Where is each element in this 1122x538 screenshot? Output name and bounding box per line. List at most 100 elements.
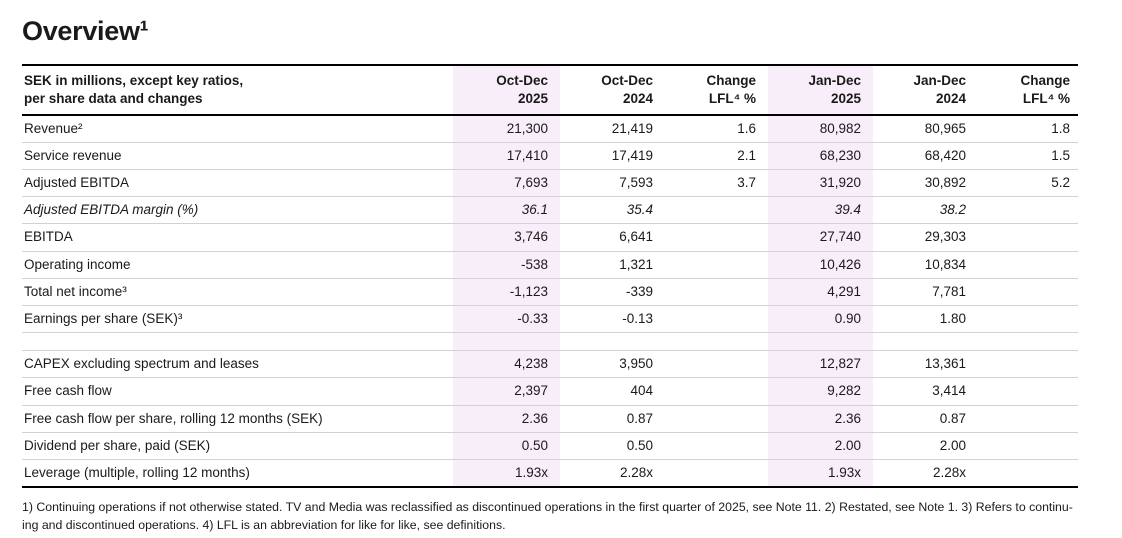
- cell-value: 21,419: [560, 114, 665, 143]
- table-row: Operating income -538 1,321 10,426 10,834: [22, 251, 1078, 279]
- cell-value: 3,746: [453, 223, 560, 252]
- cell-value: 2.1: [665, 142, 768, 171]
- footnote: 1) Continuing operations if not otherwis…: [22, 499, 1078, 535]
- cell-value: 1.93x: [768, 459, 873, 489]
- table-row: Dividend per share, paid (SEK) 0.50 0.50 2.…: [22, 432, 1078, 460]
- cell-value: 68,230: [768, 142, 873, 171]
- cell-value: 80,982: [768, 114, 873, 143]
- cell-value: 36.1: [453, 196, 560, 225]
- table-row: CAPEX excluding spectrum and leases 4,238…: [22, 350, 1078, 379]
- cell-value: 7,781: [873, 278, 978, 306]
- cell-value: 21,300: [453, 114, 560, 143]
- header-label-line2: per share data and changes: [24, 90, 203, 106]
- cell-value: [665, 251, 768, 279]
- cell-value: [978, 377, 1078, 406]
- cell-value: 4,291: [768, 278, 873, 306]
- cell-value: [978, 432, 1078, 460]
- cell-value: 2.36: [453, 405, 560, 433]
- cell-value: 13,361: [873, 350, 978, 379]
- cell-value: 1.6: [665, 114, 768, 143]
- table-row: Adjusted EBITDA 7,693 7,593 3.7 31,920 30,892…: [22, 169, 1078, 198]
- row-label: [22, 332, 453, 352]
- cell-value: 1.8: [978, 114, 1078, 143]
- cell-value: [665, 196, 768, 225]
- cell-value: 0.50: [560, 432, 665, 460]
- cell-value: 1,321: [560, 251, 665, 279]
- cell-value: 12,827: [768, 350, 873, 379]
- column-header-description: SEK in millions, except key ratios, per …: [22, 64, 453, 116]
- row-label: Leverage (multiple, rolling 12 months): [22, 459, 453, 489]
- cell-value: 35.4: [560, 196, 665, 225]
- cell-value: -339: [560, 278, 665, 306]
- cell-value: 7,593: [560, 169, 665, 198]
- cell-value: 1.5: [978, 142, 1078, 171]
- cell-value: [978, 278, 1078, 306]
- cell-value: 4,238: [453, 350, 560, 379]
- cell-value: 2.28x: [560, 459, 665, 489]
- cell-value: 7,693: [453, 169, 560, 198]
- table-row: Revenue² 21,300 21,419 1.6 80,982 80,965 1.8: [22, 114, 1078, 143]
- cell-value: 80,965: [873, 114, 978, 143]
- cell-value: [665, 432, 768, 460]
- page-title: Overview¹: [22, 16, 149, 46]
- column-header-oct-dec-2025: Oct-Dec 2025: [453, 64, 560, 116]
- cell-value: 3.7: [665, 169, 768, 198]
- cell-value: -538: [453, 251, 560, 279]
- table-header: SEK in millions, except key ratios, per …: [22, 64, 1078, 116]
- cell-value: 68,420: [873, 142, 978, 171]
- cell-value: 1.80: [873, 305, 978, 334]
- cell-value: [978, 332, 1078, 352]
- row-label: Adjusted EBITDA margin (%): [22, 196, 453, 225]
- cell-value: [978, 350, 1078, 379]
- cell-value: [665, 223, 768, 252]
- cell-value: 1.93x: [453, 459, 560, 489]
- table-row: Total net income³ -1,123 -339 4,291 7,781: [22, 278, 1078, 306]
- row-label: CAPEX excluding spectrum and leases: [22, 350, 453, 379]
- cell-value: [665, 377, 768, 406]
- spacer-row: [22, 332, 1078, 352]
- cell-value: 404: [560, 377, 665, 406]
- cell-value: -0.13: [560, 305, 665, 334]
- cell-value: 0.50: [453, 432, 560, 460]
- cell-value: [768, 332, 873, 352]
- cell-value: [665, 332, 768, 352]
- table-row: Free cash flow 2,397 404 9,282 3,414: [22, 377, 1078, 406]
- cell-value: [978, 459, 1078, 489]
- row-label: Free cash flow: [22, 377, 453, 406]
- cell-value: [665, 350, 768, 379]
- cell-value: 17,410: [453, 142, 560, 171]
- cell-value: [978, 196, 1078, 225]
- cell-value: [978, 251, 1078, 279]
- cell-value: -0.33: [453, 305, 560, 334]
- cell-value: 39.4: [768, 196, 873, 225]
- row-label: EBITDA: [22, 223, 453, 252]
- cell-value: 10,426: [768, 251, 873, 279]
- table-row: Free cash flow per share, rolling 12 mon…: [22, 405, 1078, 433]
- cell-value: 10,834: [873, 251, 978, 279]
- cell-value: 38.2: [873, 196, 978, 225]
- cell-value: [978, 305, 1078, 334]
- row-label: Adjusted EBITDA: [22, 169, 453, 198]
- cell-value: 6,641: [560, 223, 665, 252]
- cell-value: [978, 405, 1078, 433]
- table-row: Leverage (multiple, rolling 12 months) 1.…: [22, 459, 1078, 489]
- column-header-change-lfl-quarter: Change LFL⁴ %: [665, 64, 768, 116]
- cell-value: [873, 332, 978, 352]
- column-header-change-lfl-fullyear: Change LFL⁴ %: [978, 64, 1078, 116]
- cell-value: 5.2: [978, 169, 1078, 198]
- column-header-jan-dec-2025: Jan-Dec 2025: [768, 64, 873, 116]
- cell-value: [453, 332, 560, 352]
- footnote-line-2: ing and discontinued operations. 4) LFL …: [22, 517, 506, 532]
- row-label: Service revenue: [22, 142, 453, 171]
- row-label: Free cash flow per share, rolling 12 mon…: [22, 405, 453, 433]
- cell-value: 3,414: [873, 377, 978, 406]
- row-label: Revenue²: [22, 114, 453, 143]
- cell-value: 2,397: [453, 377, 560, 406]
- cell-value: 17,419: [560, 142, 665, 171]
- cell-value: [665, 405, 768, 433]
- cell-value: -1,123: [453, 278, 560, 306]
- cell-value: 27,740: [768, 223, 873, 252]
- table-row: Service revenue 17,410 17,419 2.1 68,230 68,4…: [22, 142, 1078, 171]
- row-label: Total net income³: [22, 278, 453, 306]
